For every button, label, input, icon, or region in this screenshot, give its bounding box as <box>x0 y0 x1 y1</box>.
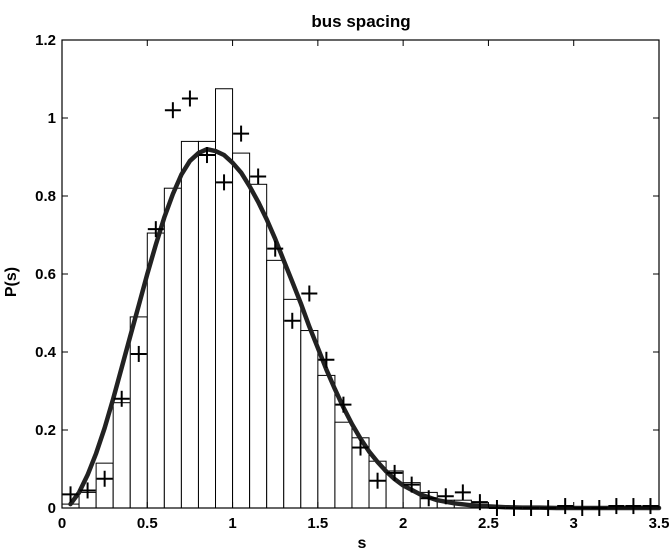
plus-marker <box>352 439 369 456</box>
x-tick-label: 0 <box>58 515 66 532</box>
x-tick-label: 3 <box>570 515 578 532</box>
plus-marker <box>250 168 267 185</box>
y-tick-label: 1.2 <box>35 32 56 49</box>
plus-marker <box>608 498 625 515</box>
histogram-bar <box>112 402 131 509</box>
y-tick-label: 0.8 <box>35 188 56 205</box>
plus-marker <box>164 102 181 119</box>
plus-marker <box>403 476 420 493</box>
plus-marker <box>284 312 301 329</box>
histogram-bar <box>334 421 353 509</box>
y-tick-label: 0.2 <box>35 422 56 439</box>
histogram-bar <box>163 187 182 509</box>
histogram-bar <box>146 232 165 509</box>
plus-marker <box>62 486 79 503</box>
chart-title: bus spacing <box>311 12 410 31</box>
plus-marker <box>147 221 164 238</box>
histogram-bar <box>300 330 319 509</box>
plus-marker <box>318 351 335 368</box>
plus-marker <box>386 464 403 481</box>
y-ticks: 0 0.2 0.4 0.6 0.8 1 1.2 <box>35 32 659 517</box>
y-tick-label: 0.6 <box>35 266 56 283</box>
x-tick-label: 1 <box>228 515 236 532</box>
plus-marker <box>454 484 471 501</box>
y-axis-label: P(s) <box>3 267 20 297</box>
histogram-bar <box>283 298 302 509</box>
plus-marker <box>181 90 198 107</box>
x-ticks: 0 0.5 1 1.5 2 2.5 3 3.5 <box>58 40 669 532</box>
y-tick-label: 0 <box>48 500 56 517</box>
fit-curve <box>68 146 662 511</box>
plus-marker <box>130 345 147 362</box>
x-tick-label: 0.5 <box>137 515 158 532</box>
histogram-bar <box>249 183 268 509</box>
histogram-bar <box>232 152 251 509</box>
plus-marker <box>267 240 284 257</box>
plus-marker <box>113 390 130 407</box>
fit-curve-layer <box>68 146 662 511</box>
plus-marker <box>216 174 233 191</box>
x-axis-label: s <box>358 535 367 552</box>
plus-marker <box>335 396 352 413</box>
plus-marker <box>233 125 250 142</box>
histogram-bar <box>197 140 217 509</box>
plus-marker <box>369 472 386 489</box>
x-tick-label: 2 <box>399 515 407 532</box>
histogram-bar <box>317 374 336 509</box>
plus-marker <box>557 498 574 515</box>
histogram-bar <box>266 259 285 509</box>
plus-marker <box>642 498 659 515</box>
x-tick-label: 1.5 <box>307 515 328 532</box>
x-tick-label: 3.5 <box>649 515 669 532</box>
histogram-bar <box>129 316 148 509</box>
y-tick-label: 1 <box>48 110 56 127</box>
plus-marker <box>437 488 454 505</box>
histogram-bar <box>180 140 199 509</box>
plus-marker <box>198 147 215 164</box>
plus-marker <box>420 490 437 507</box>
plus-marker <box>96 470 113 487</box>
plus-marker <box>625 498 642 515</box>
histogram-bars <box>61 88 660 509</box>
y-tick-label: 0.4 <box>35 344 57 361</box>
plus-marker <box>79 482 96 499</box>
plus-marker <box>301 285 318 302</box>
x-tick-label: 2.5 <box>478 515 499 532</box>
